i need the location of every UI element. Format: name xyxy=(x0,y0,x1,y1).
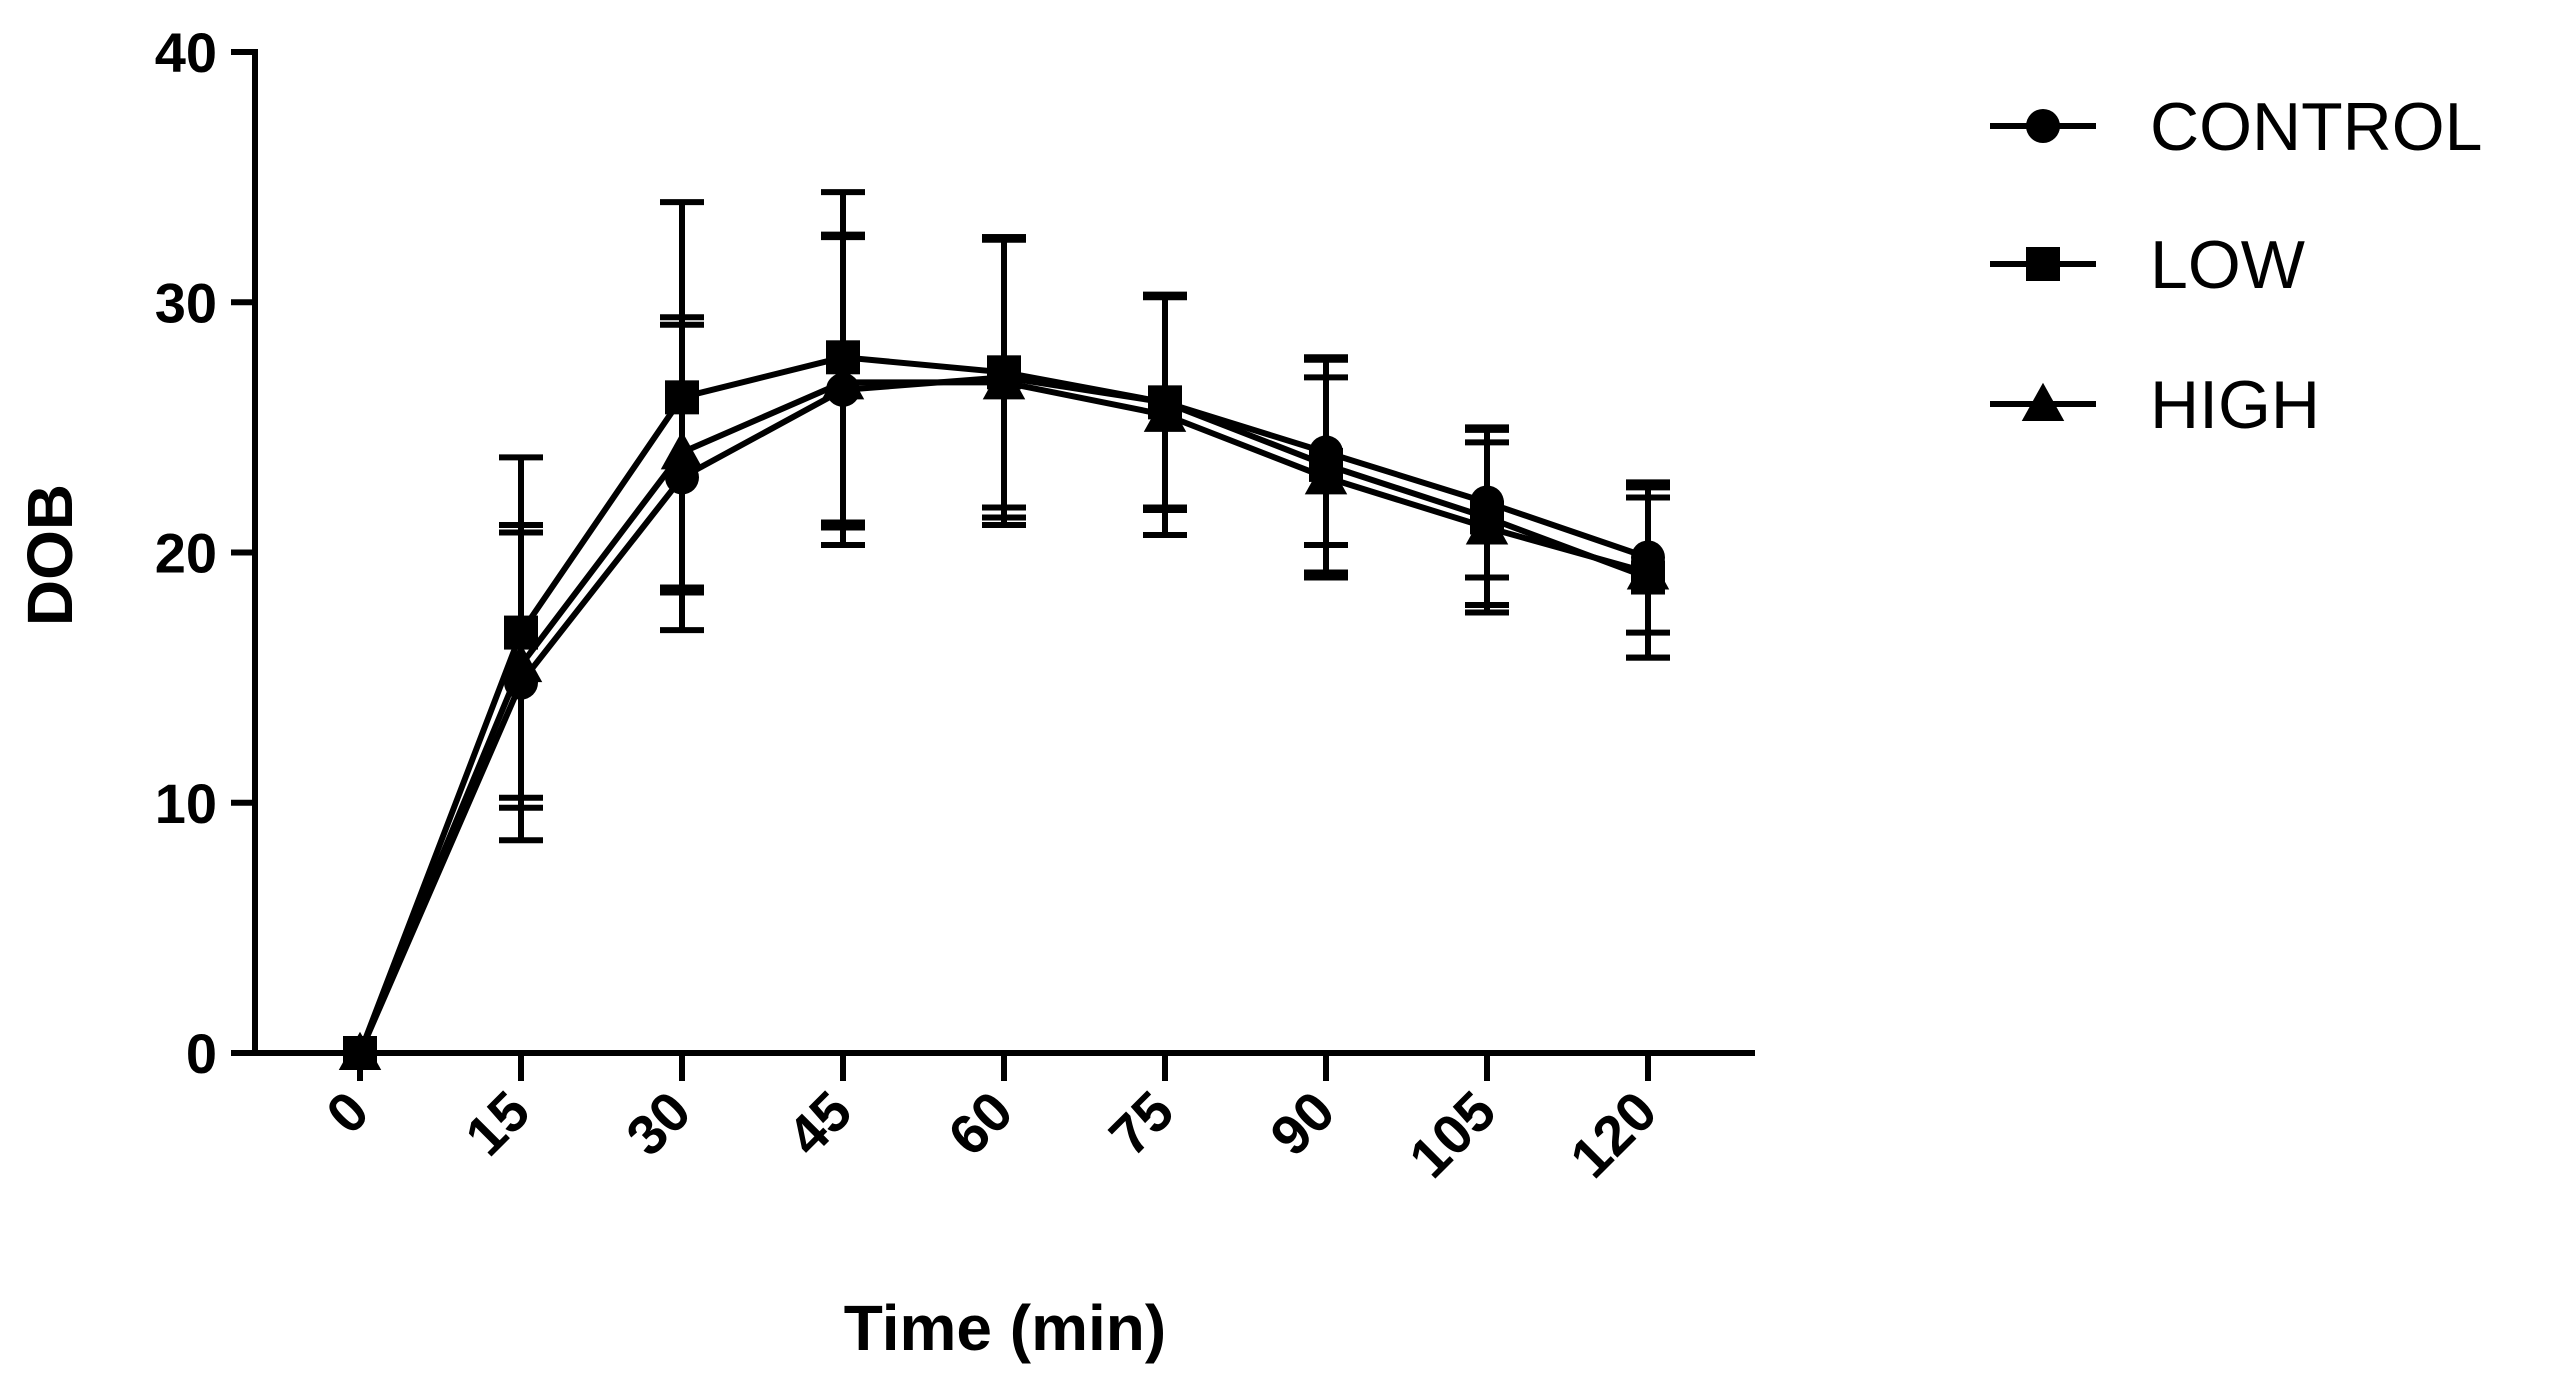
data-point-high xyxy=(982,361,1026,400)
legend-label-low: LOW xyxy=(2150,227,2305,303)
data-point-high xyxy=(499,643,543,683)
x-tick-label: 30 xyxy=(614,1079,703,1168)
data-point-high xyxy=(1304,456,1348,495)
series-high xyxy=(338,234,1670,1070)
legend-marker-control xyxy=(2026,109,2060,143)
x-tick-label: 120 xyxy=(1558,1079,1669,1190)
data-point-high xyxy=(1465,506,1509,545)
y-tick-label: 10 xyxy=(155,772,217,835)
y-axis-ticks: 0 10 20 30 40 xyxy=(155,21,255,1085)
legend-item-low: LOW xyxy=(1990,227,2305,303)
legend: CONTROL LOW HIGH xyxy=(1990,89,2482,443)
x-tick-label: 90 xyxy=(1258,1079,1347,1168)
data-point-high xyxy=(1626,551,1670,590)
plot-area xyxy=(338,189,1670,1070)
y-tick-label: 0 xyxy=(186,1022,217,1085)
data-point-high xyxy=(1143,393,1187,432)
axes xyxy=(252,49,1755,1056)
legend-marker-low xyxy=(2026,247,2060,281)
x-axis-title: Time (min) xyxy=(844,1292,1166,1364)
y-tick-label: 40 xyxy=(155,21,217,84)
x-axis-ticks: 0 15 30 45 60 75 90 105 120 xyxy=(314,1053,1669,1190)
x-tick-label: 0 xyxy=(314,1079,381,1146)
x-tick-label: 75 xyxy=(1097,1079,1186,1168)
x-tick-label: 45 xyxy=(775,1079,864,1168)
legend-item-control: CONTROL xyxy=(1990,89,2482,165)
legend-label-high: HIGH xyxy=(2150,367,2320,443)
x-tick-label: 60 xyxy=(936,1079,1025,1168)
y-tick-label: 20 xyxy=(155,522,217,585)
legend-marker-high xyxy=(2021,382,2065,421)
data-point-high xyxy=(660,431,704,470)
x-tick-label: 15 xyxy=(453,1079,542,1168)
x-tick-label: 105 xyxy=(1397,1079,1508,1190)
y-axis-title: DOB xyxy=(14,484,86,626)
y-tick-label: 30 xyxy=(155,271,217,334)
legend-item-high: HIGH xyxy=(1990,367,2320,443)
data-point-high xyxy=(821,361,865,400)
legend-label-control: CONTROL xyxy=(2150,89,2482,165)
